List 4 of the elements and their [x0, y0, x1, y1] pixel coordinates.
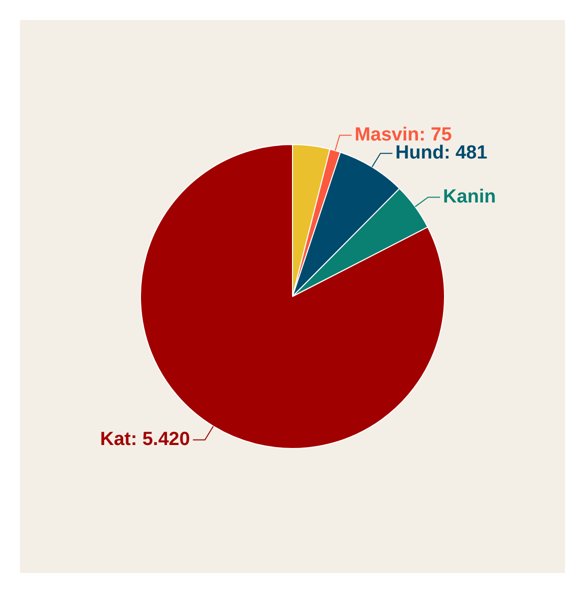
slice-label: Kanin	[443, 186, 496, 208]
slice-label: Hund: 481	[395, 142, 488, 164]
slice-label: Masvin: 75	[354, 124, 452, 146]
slice-label: Kat: 5.420	[100, 429, 190, 450]
